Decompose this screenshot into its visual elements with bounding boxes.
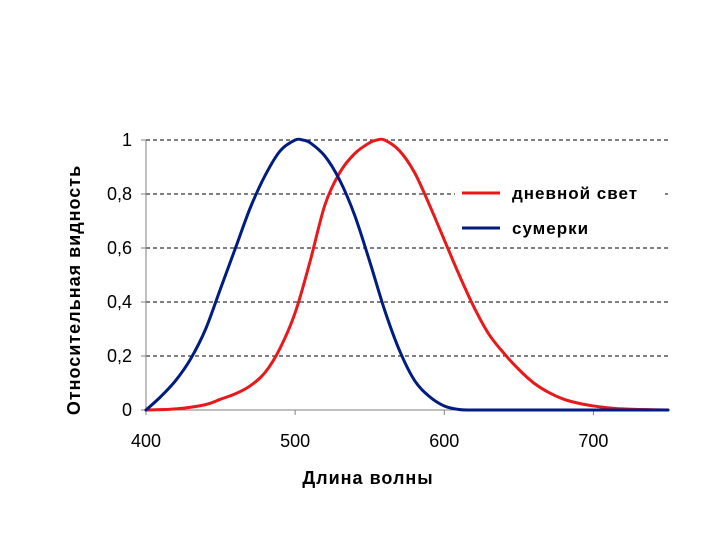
series-line-0 (144, 137, 670, 412)
y-tick-label-1: 0,2 (107, 346, 132, 366)
x-tick-label-1: 500 (280, 431, 310, 451)
y-tick-label-3: 0,6 (107, 238, 132, 258)
x-tick-label-3: 700 (578, 431, 608, 451)
series-group (144, 137, 670, 412)
legend-background (455, 180, 665, 242)
y-tick-label-0: 0 (122, 400, 132, 420)
y-axis-title: Относительная видность (64, 165, 84, 415)
x-tick-label-0: 400 (131, 431, 161, 451)
x-axis-title: Длина волны (302, 468, 433, 488)
series-line-1 (144, 137, 670, 412)
tick-labels: 0 0,2 0,4 0,6 0,8 1 400 500 600 700 (107, 130, 608, 451)
y-tick-label-4: 0,8 (107, 184, 132, 204)
x-tick-label-2: 600 (429, 431, 459, 451)
legend-label-daylight: дневной свет (512, 184, 638, 203)
grid-lines (146, 139, 668, 357)
legend: дневной свет сумерки (455, 180, 665, 242)
legend-label-twilight: сумерки (512, 219, 589, 238)
y-tick-label-2: 0,4 (107, 292, 132, 312)
y-tick-label-5: 1 (122, 130, 132, 150)
